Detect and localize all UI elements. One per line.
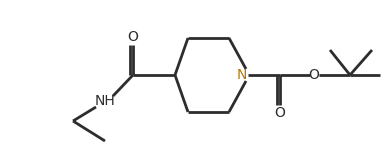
Text: O: O [308,68,320,82]
Text: O: O [127,30,139,44]
Text: N: N [237,68,247,82]
Text: O: O [275,106,285,120]
Text: NH: NH [95,94,115,108]
